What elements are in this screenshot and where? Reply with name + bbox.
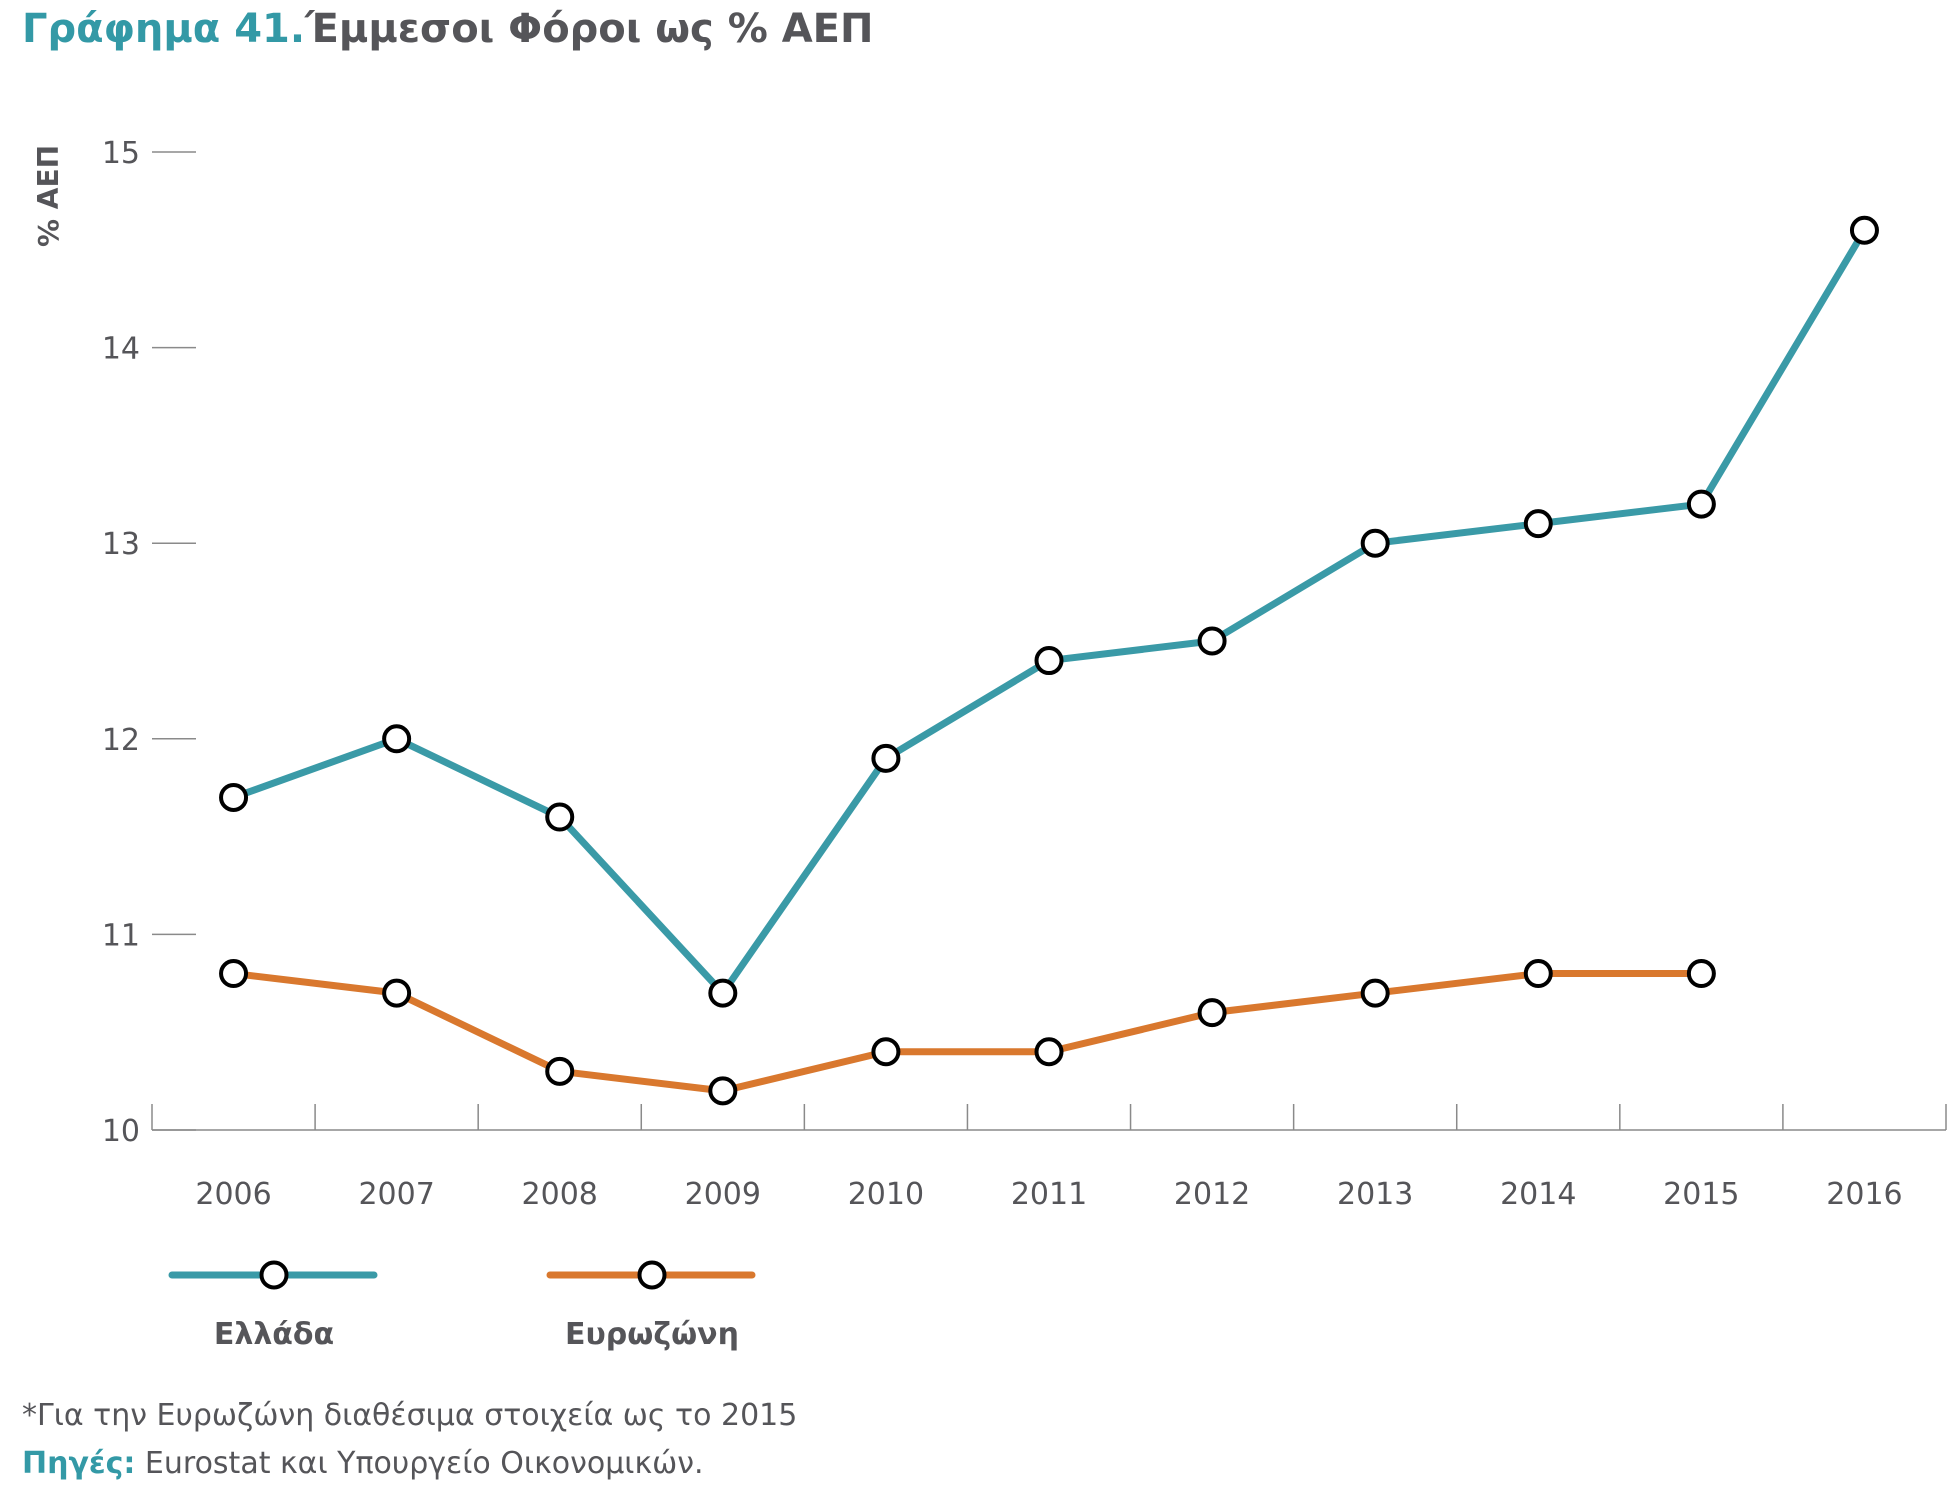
y-tick-label: 14 [102, 332, 140, 367]
series-1-point [1034, 1037, 1064, 1067]
source-note: Πηγές: Eurostat και Υπουργείο Οικονομικώ… [22, 1446, 704, 1481]
series-1-point [1197, 998, 1227, 1028]
footnote: *Για την Ευρωζώνη διαθέσιμα στοιχεία ως … [22, 1398, 798, 1433]
x-tick-label: 2008 [522, 1177, 598, 1212]
series-0-point [1523, 509, 1553, 539]
x-tick-label: 2014 [1500, 1177, 1576, 1212]
series-0-point [1197, 626, 1227, 656]
series-0-point [219, 782, 249, 812]
y-tick-label: 12 [102, 723, 140, 758]
legend-label-1: Ευρωζώνη [565, 1317, 739, 1352]
x-tick-label: 2007 [358, 1177, 434, 1212]
x-tick-label: 2009 [685, 1177, 761, 1212]
series-1-point [871, 1037, 901, 1067]
chart-title-text: Έμμεσοι Φόροι ως % ΑΕΠ [305, 6, 874, 52]
y-tick-label: 13 [102, 527, 140, 562]
y-tick-label: 11 [102, 918, 140, 953]
x-tick-label: 2011 [1011, 1177, 1087, 1212]
series-1-point [1360, 978, 1390, 1008]
series-line-1 [230, 970, 1705, 1095]
series-line-0 [230, 226, 1868, 997]
series-0-point [545, 802, 575, 832]
series-1-point [382, 978, 412, 1008]
legend-marker-0 [259, 1260, 289, 1290]
series-0-point [708, 978, 738, 1008]
chart-title-number: Γράφημα 41. [22, 6, 306, 52]
series-1-point [708, 1076, 738, 1106]
series-0-point [1849, 215, 1879, 245]
y-tick-label: 10 [102, 1114, 140, 1149]
x-tick-label: 2015 [1663, 1177, 1739, 1212]
series-0-point [1686, 489, 1716, 519]
series-0-point [871, 743, 901, 773]
y-tick-label: 15 [102, 136, 140, 171]
source-label: Πηγές: [22, 1446, 136, 1481]
source-text: Eurostat και Υπουργείο Οικονομικών. [135, 1446, 704, 1481]
x-tick-label: 2012 [1174, 1177, 1250, 1212]
series-0-point [1360, 528, 1390, 558]
chart-legend: Ελλάδα Ευρωζώνη [168, 1260, 756, 1352]
x-tick-label: 2010 [848, 1177, 924, 1212]
x-tick-label: 2006 [195, 1177, 271, 1212]
legend-marker-1 [637, 1260, 667, 1290]
chart-series [219, 215, 1879, 1106]
series-1-point [545, 1056, 575, 1086]
x-tick-label: 2013 [1337, 1177, 1413, 1212]
chart-axes: % ΑΕΠ 10 11 12 13 14 15 2006 2007 2008 2009 2010 201… [32, 136, 1947, 1212]
series-1-point [1523, 959, 1553, 989]
series-1-point [219, 959, 249, 989]
series-0-point [382, 724, 412, 754]
series-0-point [1034, 646, 1064, 676]
series-1-point [1686, 959, 1716, 989]
y-axis-label: % ΑΕΠ [32, 145, 65, 247]
chart-title: Γράφημα 41.Έμμεσοι Φόροι ως % ΑΕΠ [22, 6, 873, 52]
legend-label-0: Ελλάδα [214, 1317, 334, 1352]
x-tick-label: 2016 [1826, 1177, 1902, 1212]
